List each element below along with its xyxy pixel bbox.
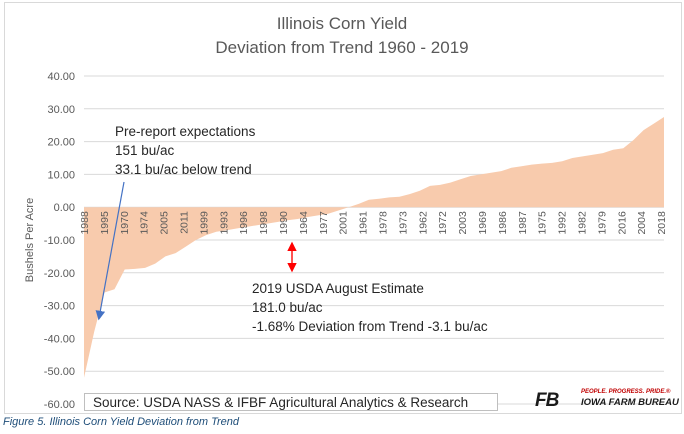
x-tick-label: 1999 [198, 211, 210, 235]
x-tick-label: 1973 [397, 211, 409, 235]
pre-report-annotation: Pre-report expectations 151 bu/ac 33.1 b… [115, 122, 255, 179]
x-tick-label: 2005 [159, 211, 171, 235]
y-tick-label: -20.00 [44, 268, 75, 280]
area-series [84, 117, 664, 378]
x-tick-label: 2001 [338, 211, 350, 235]
logo-tagline: PEOPLE. PROGRESS. PRIDE.® [581, 389, 671, 395]
chart-subtitle: Deviation from Trend 1960 - 2019 [215, 38, 469, 57]
x-tick-label: 1961 [358, 211, 370, 235]
x-tick-label: 2004 [636, 211, 648, 235]
x-tick-label: 1979 [596, 211, 608, 235]
y-tick-label: -10.00 [44, 235, 75, 247]
fb-logo-mark: FB [535, 390, 559, 411]
farm-bureau-logo: FB PEOPLE. PROGRESS. PRIDE.® IOWA FARM B… [535, 389, 679, 411]
x-tick-label: 1978 [378, 211, 390, 235]
x-tick-label: 1988 [79, 211, 91, 235]
y-tick-label: -60.00 [44, 399, 75, 411]
usda-annotation: 2019 USDA August Estimate 181.0 bu/ac -1… [252, 279, 488, 336]
y-tick-label: -50.00 [44, 366, 75, 378]
x-tick-label: 1964 [298, 211, 310, 235]
x-tick-label: 2018 [656, 211, 668, 235]
x-tick-label: 1993 [218, 211, 230, 235]
usda-line-3: -1.68% Deviation from Trend -3.1 bu/ac [252, 319, 488, 334]
x-tick-label: 2003 [457, 211, 469, 235]
x-tick-label: 1982 [577, 211, 589, 235]
x-tick-label: 2011 [179, 211, 191, 234]
y-tick-label: 0.00 [54, 202, 75, 214]
y-tick-label: 40.00 [47, 71, 75, 83]
x-tick-label: 2016 [616, 211, 628, 235]
y-axis-label: Bushels Per Acre [24, 198, 36, 282]
x-tick-label: 1962 [417, 211, 429, 235]
x-tick-label: 1987 [517, 211, 529, 235]
pre-report-line-1: Pre-report expectations [115, 124, 256, 139]
x-tick-label: 1992 [557, 211, 569, 235]
logo-name: IOWA FARM BUREAU [581, 397, 679, 408]
pre-report-line-3: 33.1 bu/ac below trend [115, 162, 252, 177]
x-tick-label: 1974 [139, 211, 151, 235]
x-tick-label: 1996 [238, 211, 250, 235]
y-tick-label: 30.00 [47, 104, 75, 116]
x-tick-label: 1990 [278, 211, 290, 235]
pre-report-line-2: 151 bu/ac [115, 143, 175, 158]
y-tick-label: -30.00 [44, 301, 75, 313]
usda-line-1: 2019 USDA August Estimate [252, 281, 424, 296]
x-tick-label: 1969 [477, 211, 489, 235]
chart-title: Illinois Corn Yield [276, 14, 408, 33]
x-tick-label: 1977 [318, 211, 330, 235]
y-tick-label: 20.00 [47, 137, 75, 149]
x-tick-label: 1970 [119, 211, 131, 235]
x-tick-label: 1995 [99, 211, 111, 235]
usda-line-2: 181.0 bu/ac [252, 300, 323, 315]
y-tick-label: -40.00 [44, 333, 75, 345]
x-tick-label: 1998 [258, 211, 270, 235]
source-box: Source: USDA NASS & IFBF Agricultural An… [84, 393, 498, 411]
figure-caption: Figure 5. Illinois Corn Yield Deviation … [3, 416, 239, 428]
x-tick-label: 1975 [537, 211, 549, 235]
x-tick-label: 1972 [437, 211, 449, 235]
x-tick-label: 1986 [497, 211, 509, 235]
y-tick-label: 10.00 [47, 169, 75, 181]
pre-report-arrow [95, 181, 125, 321]
